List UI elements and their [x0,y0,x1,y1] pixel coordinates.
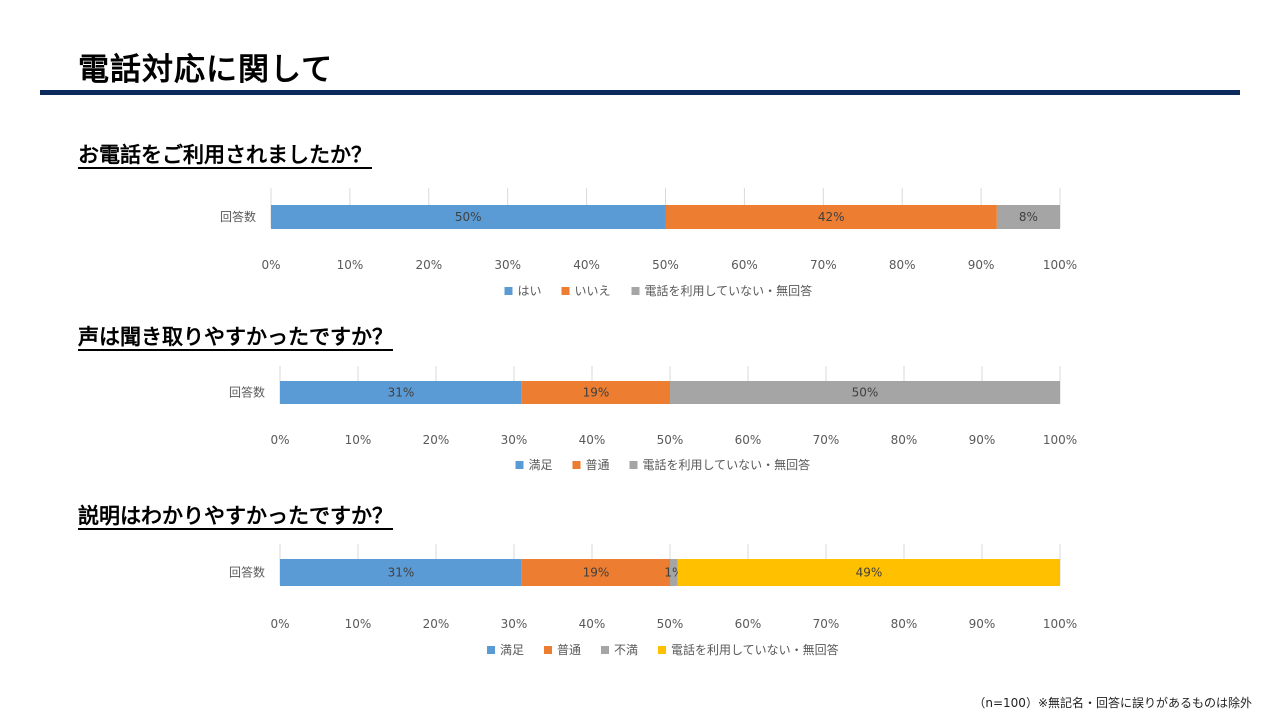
q2-data-label: 19% [583,386,610,400]
q1-bar-segment [271,205,666,229]
q2-bar-segment [280,381,522,404]
q2-legend-swatch [572,461,581,469]
q3-tick-label: 10% [345,617,372,631]
q2-legend-label: 満足 [529,458,553,472]
q3-bar-segment [677,559,1060,586]
q3-legend-label: 電話を利用していない・無回答 [671,642,839,657]
q1-tick-label: 20% [415,258,442,272]
q1-bar-segment [665,205,997,229]
q1-tick-label: 0% [261,258,280,272]
q2-legend-label: 電話を利用していない・無回答 [643,457,811,472]
q3-data-label: 31% [388,566,415,580]
q2-bar-segment [521,381,670,404]
footnote: （n=100）※無記名・回答に誤りがあるものは除外 [973,696,1252,710]
q1-legend-swatch [504,287,513,295]
q1-data-label: 8% [1019,210,1038,224]
q2-tick-label: 40% [579,433,606,447]
q2-legend-label: 普通 [586,458,610,472]
q1-tick-label: 40% [573,258,600,272]
q1-tick-label: 30% [494,258,521,272]
q1-tick-label: 50% [652,258,679,272]
slide-title: 電話対応に関して [78,52,334,88]
q1-tick-label: 80% [889,258,916,272]
chart-question-1: 0% 10% 20% 30% 40% 50% 60% 70% 80% 90% 100% 回答数 50% 4… [220,188,1077,298]
q2-data-label: 31% [388,386,415,400]
q1-legend-swatch [561,287,570,295]
q3-legend-swatch [487,646,495,654]
q2-tick-label: 10% [345,433,372,447]
q3-tick-label: 70% [813,617,840,631]
q3-legend-swatch [658,646,666,654]
q3-data-label: 49% [856,566,883,580]
q1-tick-label: 10% [337,258,364,272]
q3-legend-swatch [544,646,552,654]
q3-tick-label: 30% [501,617,528,631]
q2-tick-label: 30% [501,433,528,447]
q3-bar-segment [280,559,522,586]
q1-tick-label: 70% [810,258,837,272]
q2-bar-segment [670,381,1060,404]
q3-tick-label: 0% [270,617,289,631]
q3-bar-segment [521,559,670,586]
q3-tick-label: 20% [423,617,450,631]
q1-data-label: 50% [455,210,482,224]
q2-category-label: 回答数 [229,385,265,400]
q2-tick-label: 80% [891,433,918,447]
q3-legend-label: 不満 [614,643,638,657]
q3-tick-label: 60% [735,617,762,631]
q1-bar-segment [996,205,1060,229]
q1-legend-label: 電話を利用していない・無回答 [645,283,813,298]
question-1-title: お電話をご利用されましたか？ [78,143,372,167]
q2-tick-label: 70% [813,433,840,447]
q3-legend-label: 満足 [500,643,524,657]
q2-tick-label: 50% [657,433,684,447]
q3-bar-segment [670,559,678,586]
q2-tick-label: 90% [969,433,996,447]
q1-legend-label: いいえ [575,284,611,298]
q1-tick-label: 60% [731,258,758,272]
q3-data-label: 19% [583,566,610,580]
q1-legend-swatch [631,287,640,295]
title-divider [40,90,1240,95]
q3-legend-swatch [601,646,609,654]
q3-category-label: 回答数 [229,565,265,580]
q1-data-label: 42% [818,210,845,224]
question-3-title: 説明はわかりやすかったですか？ [78,504,393,528]
q2-tick-label: 100% [1043,433,1077,447]
question-2-title: 声は聞き取りやすかったですか？ [78,325,393,349]
q3-tick-label: 100% [1043,617,1077,631]
q2-tick-label: 0% [270,433,289,447]
q2-tick-label: 60% [735,433,762,447]
chart-question-3: 0% 10% 20% 30% 40% 50% 60% 70% 80% 90% 100% 回答数 31% 1… [229,544,1077,657]
q3-tick-label: 50% [657,617,684,631]
q2-legend-swatch [515,461,524,469]
q2-tick-label: 20% [423,433,450,447]
q3-tick-label: 40% [579,617,606,631]
q1-legend-label: はい [518,284,542,298]
q3-tick-label: 90% [969,617,996,631]
q3-tick-label: 80% [891,617,918,631]
q2-data-label: 50% [852,386,879,400]
q1-tick-label: 100% [1043,258,1077,272]
q1-tick-label: 90% [968,258,995,272]
chart-question-2: 0% 10% 20% 30% 40% 50% 60% 70% 80% 90% 100% 回答数 31% 1… [229,366,1077,472]
q2-legend-swatch [629,461,638,469]
q1-category-label: 回答数 [220,209,256,224]
q3-legend-label: 普通 [557,643,581,657]
